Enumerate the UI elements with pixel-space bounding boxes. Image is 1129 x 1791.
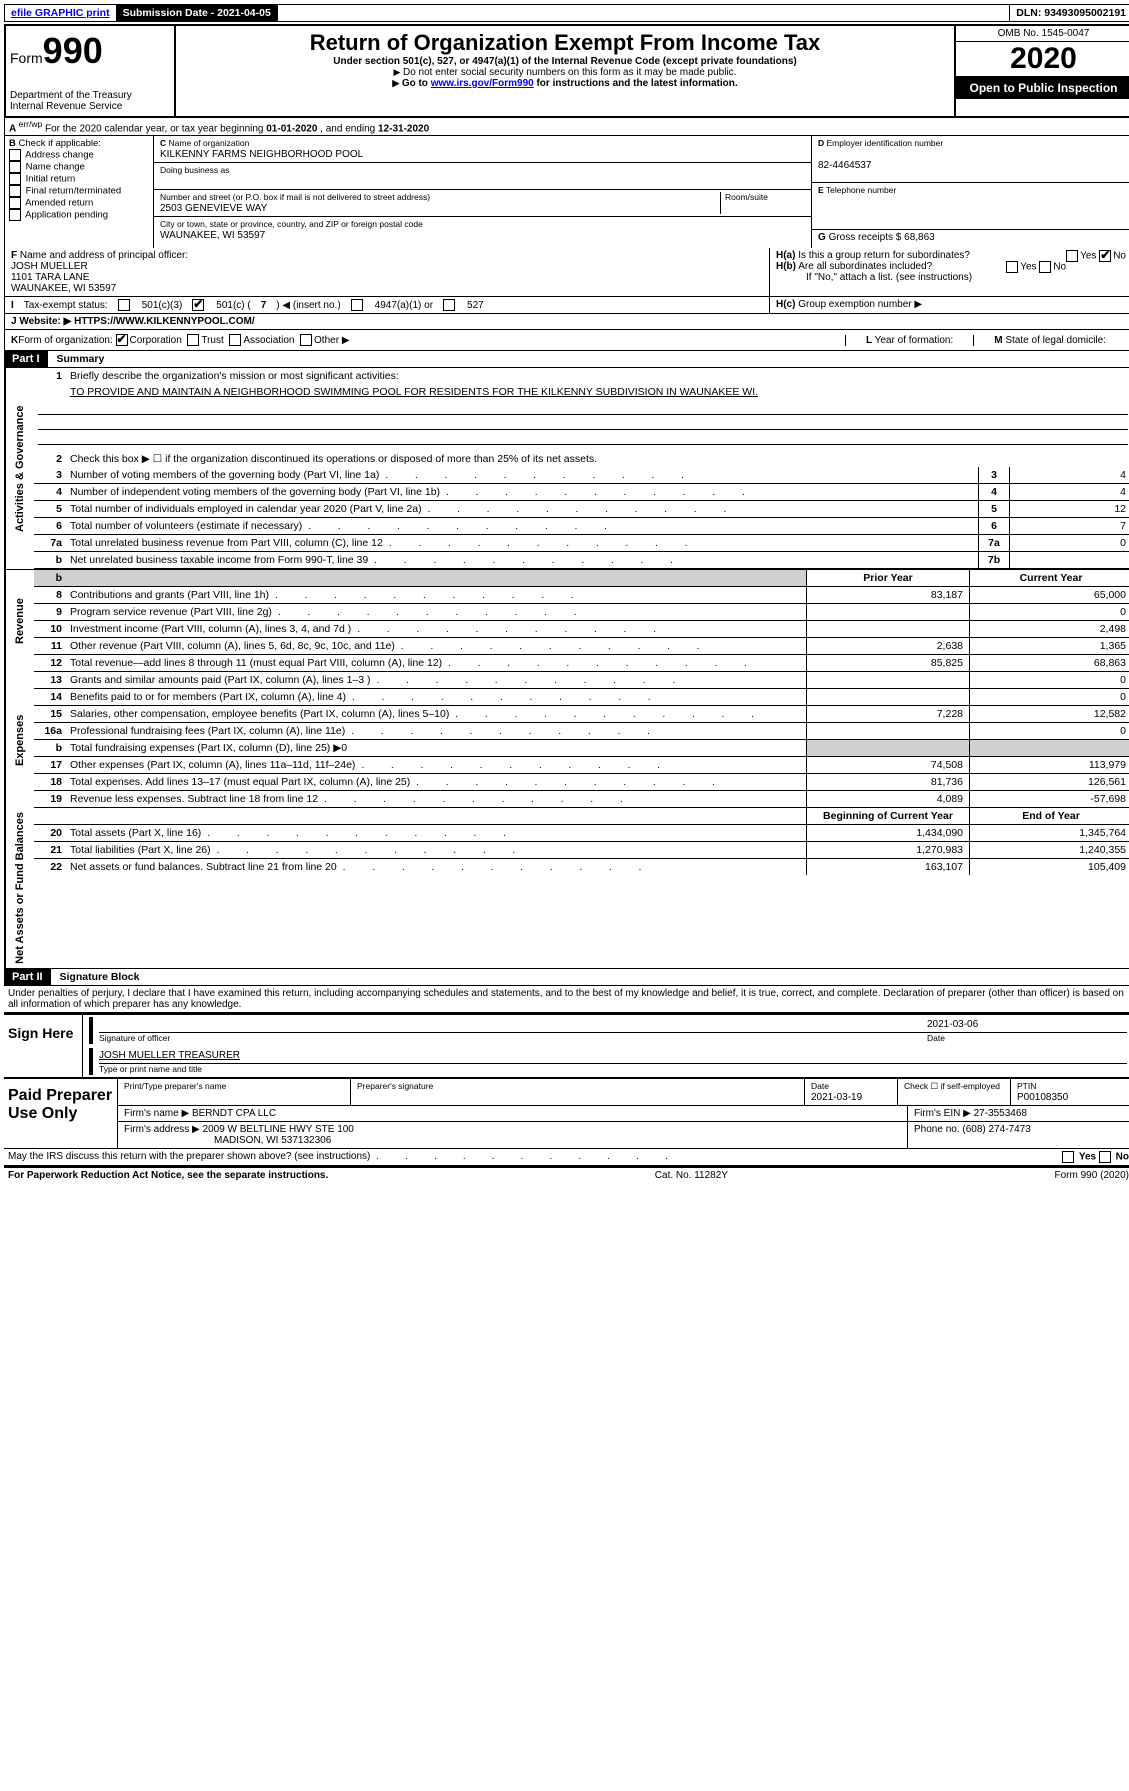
- form-title: Return of Organization Exempt From Incom…: [180, 30, 950, 56]
- identity-block: B Check if applicable: Address change Na…: [4, 136, 1129, 248]
- form-number: Form990: [10, 30, 170, 72]
- col-c-name-addr: C Name of organization KILKENNY FARMS NE…: [154, 136, 812, 248]
- sign-here-section: Sign Here Signature of officer 2021-03-0…: [4, 1012, 1129, 1077]
- gross-receipts: 68,863: [904, 232, 935, 243]
- page-footer: For Paperwork Reduction Act Notice, see …: [4, 1167, 1129, 1183]
- row-i-tax-status: I Tax-exempt status: 501(c)(3) 501(c) ( …: [4, 297, 1129, 314]
- note-ssn: Do not enter social security numbers on …: [180, 67, 950, 78]
- website-url[interactable]: HTTPS://WWW.KILKENNYPOOL.COM/: [74, 316, 255, 327]
- note-goto: Go to www.irs.gov/Form990 for instructio…: [180, 78, 950, 89]
- org-city: WAUNAKEE, WI 53597: [160, 230, 265, 241]
- side-rev: Revenue: [5, 570, 34, 672]
- side-net: Net Assets or Fund Balances: [5, 808, 34, 968]
- efile-link-cell: efile GRAPHIC print: [5, 5, 117, 21]
- efile-link[interactable]: efile GRAPHIC print: [11, 7, 110, 19]
- org-street: 2503 GENEVIEVE WAY: [160, 203, 267, 214]
- row-k-form-org: K Form of organization: Corporation Trus…: [4, 330, 1129, 351]
- part1-expenses: Expenses 13Grants and similar amounts pa…: [4, 672, 1129, 808]
- spacer: [278, 5, 1010, 21]
- paid-preparer-section: Paid Preparer Use Only Print/Type prepar…: [4, 1077, 1129, 1149]
- org-name: KILKENNY FARMS NEIGHBORHOOD POOL: [160, 149, 363, 160]
- part1-governance: Activities & Governance 1Briefly describ…: [4, 368, 1129, 569]
- part1-header: Part I Summary: [4, 351, 1129, 368]
- col-b-checkboxes: B Check if applicable: Address change Na…: [5, 136, 154, 248]
- officer-name: JOSH MUELLER: [11, 261, 88, 272]
- part1-revenue-hdr: Revenue b Prior Year Current Year 8Contr…: [4, 569, 1129, 672]
- top-bar: efile GRAPHIC print Submission Date - 20…: [4, 4, 1129, 22]
- perjury-declaration: Under penalties of perjury, I declare th…: [4, 986, 1129, 1012]
- tax-year: 2020: [956, 42, 1129, 77]
- col-d-ein: D Employer identification number 82-4464…: [812, 136, 1129, 248]
- row-a-tax-year: A err/wp For the 2020 calendar year, or …: [4, 118, 1129, 136]
- omb-number: OMB No. 1545-0047: [956, 26, 1129, 42]
- discuss-row: May the IRS discuss this return with the…: [4, 1149, 1129, 1167]
- firm-name: BERNDT CPA LLC: [192, 1108, 276, 1119]
- irs-link[interactable]: www.irs.gov/Form990: [431, 78, 534, 89]
- side-gov: Activities & Governance: [5, 368, 34, 569]
- ein: 82-4464537: [818, 160, 871, 171]
- dln: DLN: 93493095002191: [1010, 5, 1129, 21]
- form-header: Form990 Department of the Treasury Inter…: [4, 24, 1129, 118]
- form-subtitle: Under section 501(c), 527, or 4947(a)(1)…: [180, 56, 950, 67]
- row-j-website: J Website: ▶ HTTPS://WWW.KILKENNYPOOL.CO…: [4, 314, 1129, 330]
- officer-sig-name: JOSH MUELLER TREASURER: [99, 1050, 240, 1061]
- open-public: Open to Public Inspection: [956, 77, 1129, 99]
- irs-label: Internal Revenue Service: [10, 101, 170, 112]
- side-exp: Expenses: [5, 672, 34, 808]
- row-f-officer: F Name and address of principal officer:…: [4, 248, 1129, 297]
- dept-treasury: Department of the Treasury: [10, 90, 170, 101]
- part2-header: Part II Signature Block: [4, 969, 1129, 986]
- part1-netassets: Net Assets or Fund Balances Beginning of…: [4, 808, 1129, 969]
- submission-date: Submission Date - 2021-04-05: [117, 5, 278, 21]
